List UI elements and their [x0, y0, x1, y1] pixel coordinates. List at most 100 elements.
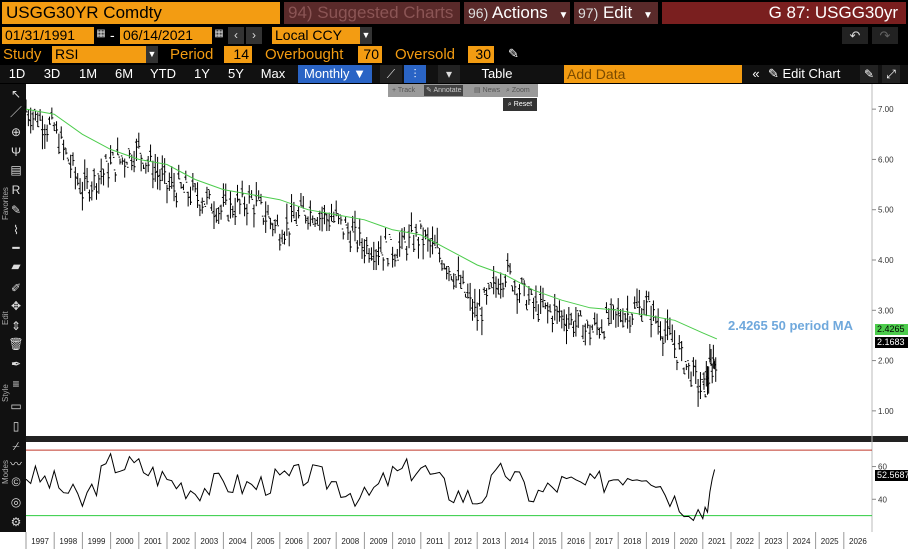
- bar-chart-icon[interactable]: ⫶: [404, 65, 426, 83]
- x-tick-label: 2015: [539, 537, 557, 546]
- x-tick-label: 2022: [736, 537, 754, 546]
- chart-type-dropdown-icon[interactable]: ▾: [438, 65, 460, 83]
- date-separator: -: [110, 27, 115, 43]
- timeframe-5y[interactable]: 5Y: [228, 66, 244, 81]
- timeframe-1d[interactable]: 1D: [8, 66, 26, 81]
- frequency-dropdown[interactable]: Monthly ▼: [298, 65, 372, 83]
- pen-icon: ✎: [768, 66, 783, 81]
- layers-icon[interactable]: ▰: [11, 259, 21, 273]
- line-mode-icon[interactable]: 〰: [9, 457, 22, 471]
- zoom-button[interactable]: ⌕ Zoom: [506, 87, 530, 94]
- study-dropdown-icon[interactable]: ▼: [146, 46, 158, 63]
- overbought-field[interactable]: 70: [358, 46, 382, 63]
- x-tick-label: 2010: [398, 537, 416, 546]
- timeframe-ytd[interactable]: YTD: [150, 66, 176, 81]
- fill-icon[interactable]: ▯: [12, 419, 20, 433]
- y-tick-label: 7.00: [878, 105, 894, 114]
- pitchfork-icon[interactable]: Ψ: [10, 145, 22, 159]
- redo-icon[interactable]: ↷: [872, 27, 898, 44]
- y-tick-label: 6.00: [878, 155, 894, 164]
- study-field[interactable]: RSI: [52, 46, 146, 63]
- timeframe-max[interactable]: Max: [260, 66, 286, 81]
- track-label: Track: [397, 87, 416, 94]
- news-button[interactable]: ▤ News: [474, 87, 501, 94]
- add-data-field[interactable]: Add Data: [564, 65, 742, 83]
- track-button[interactable]: + Track: [392, 87, 416, 94]
- rsi-plot-area: [26, 442, 872, 532]
- y-tick-label: 4.00: [878, 256, 894, 265]
- ma-price-tag: 2.4265: [875, 324, 908, 335]
- draw-line-icon[interactable]: ／: [9, 105, 22, 119]
- ma-annotation: 2.4265 50 period MA: [728, 318, 853, 333]
- crosshair-icon[interactable]: ⌿: [12, 439, 20, 453]
- ticker-field[interactable]: USGG30YR Comdty: [2, 2, 280, 24]
- copyright-icon[interactable]: ©: [11, 475, 21, 489]
- x-tick-label: 2019: [652, 537, 670, 546]
- actions-menu[interactable]: 96) Actions ▼: [464, 2, 570, 24]
- ma-line: [25, 108, 718, 340]
- resize-icon[interactable]: ⇕: [10, 319, 22, 333]
- pen-tool-icon[interactable]: ✐: [10, 281, 22, 295]
- suggested-charts-button[interactable]: 94) Suggested Charts: [284, 2, 460, 24]
- pen-icon[interactable]: ✎: [508, 46, 519, 61]
- text-style-icon[interactable]: ▭: [10, 399, 22, 413]
- timeframe-1m[interactable]: 1M: [78, 66, 98, 81]
- settings-gear-icon[interactable]: ⚙: [10, 515, 22, 529]
- calendar-icon[interactable]: ▦: [214, 28, 224, 39]
- edit-square-icon[interactable]: ✎: [860, 65, 878, 83]
- annotate-button[interactable]: ✎ Annotate: [424, 85, 464, 96]
- currency-dropdown-icon[interactable]: ▼: [360, 27, 372, 44]
- y-tick-label: 1.00: [878, 407, 894, 416]
- line-chart-icon[interactable]: ⟋: [380, 65, 402, 83]
- currency-field[interactable]: Local CCY: [272, 27, 360, 44]
- edit-menu[interactable]: 97) Edit ▼: [574, 2, 658, 24]
- x-tick-label: 2007: [313, 537, 331, 546]
- hline-icon[interactable]: ━: [12, 241, 20, 255]
- line-style-icon[interactable]: ≡: [12, 377, 20, 391]
- x-tick-label: 1999: [88, 537, 106, 546]
- next-arrow-icon[interactable]: ›: [246, 27, 262, 44]
- oversold-label: Oversold: [395, 46, 456, 63]
- end-date-field[interactable]: 06/14/2021: [120, 27, 212, 44]
- prev-arrow-icon[interactable]: ‹: [228, 27, 244, 44]
- reset-button[interactable]: ⌕ Reset: [503, 98, 537, 111]
- ruler-icon[interactable]: R: [11, 183, 21, 197]
- y-tick-label: 3.00: [878, 306, 894, 315]
- rsi-line: [25, 452, 716, 522]
- edit-chart-button[interactable]: ✎ Edit Chart: [768, 65, 858, 83]
- x-tick-label: 2021: [708, 537, 726, 546]
- rsi-tick-label: 40: [878, 495, 887, 504]
- x-tick-label: 2009: [370, 537, 388, 546]
- timeframe-3d[interactable]: 3D: [43, 66, 61, 81]
- style-pen-icon[interactable]: ✒: [10, 357, 22, 371]
- period-field[interactable]: 14: [224, 46, 252, 63]
- cursor-icon[interactable]: ↖: [10, 87, 22, 101]
- price-chart[interactable]: 60 40 7.00 6.00 5.00 4.00 3.00 2.00 1.00 1997 19…: [0, 84, 908, 549]
- x-tick-label: 2020: [680, 537, 698, 546]
- trash-icon[interactable]: 🗑: [8, 337, 24, 351]
- window-title: G 87: USGG30yr: [662, 2, 906, 24]
- oversold-field[interactable]: 30: [468, 46, 494, 63]
- channel-icon[interactable]: ▤: [10, 163, 22, 177]
- undo-icon[interactable]: ↶: [842, 27, 868, 44]
- actions-label: Actions: [492, 3, 548, 22]
- rsi-y-axis-area: [872, 442, 908, 532]
- start-date-field[interactable]: 01/31/1991: [2, 27, 94, 44]
- annotate-label: Annotate: [433, 87, 462, 94]
- pencil-icon[interactable]: ✎: [10, 203, 22, 217]
- share-icon[interactable]: ◎: [10, 495, 22, 509]
- x-tick-label: 2000: [116, 537, 134, 546]
- timeframe-1y[interactable]: 1Y: [194, 66, 210, 81]
- maximize-icon[interactable]: ⤢: [882, 65, 900, 83]
- table-button[interactable]: Table: [481, 66, 513, 81]
- fib-icon[interactable]: ⊕: [10, 125, 22, 139]
- move-icon[interactable]: ✥: [10, 299, 22, 313]
- x-tick-label: 2003: [200, 537, 218, 546]
- brush-icon[interactable]: ⌇: [13, 223, 19, 237]
- x-tick-label: 2026: [849, 537, 867, 546]
- collapse-icon[interactable]: «: [752, 66, 760, 81]
- zoom-label: Zoom: [511, 87, 530, 94]
- x-tick-label: 2018: [623, 537, 641, 546]
- calendar-icon[interactable]: ▦: [96, 28, 106, 39]
- timeframe-6m[interactable]: 6M: [114, 66, 134, 81]
